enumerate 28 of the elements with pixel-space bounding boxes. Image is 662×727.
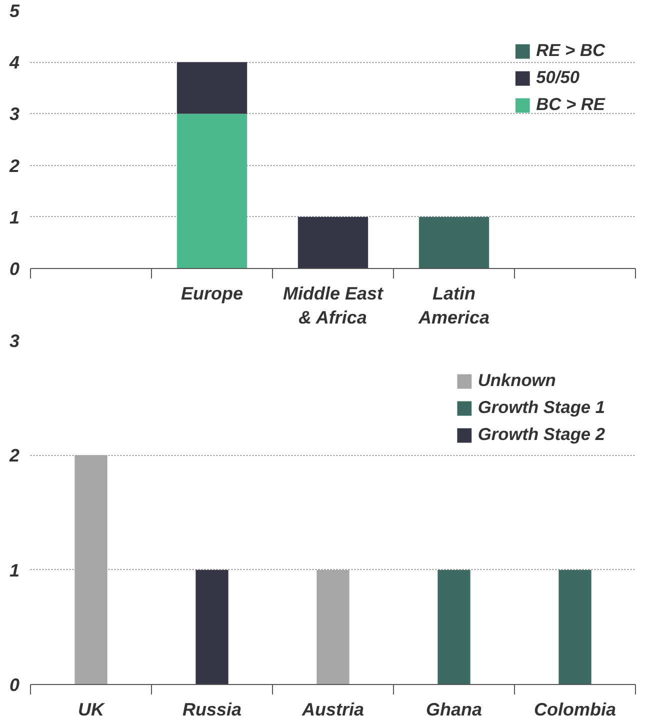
y-tick-label: 4	[8, 52, 20, 73]
bar	[298, 216, 368, 268]
legend-label: Growth Stage 1	[478, 397, 605, 418]
legend-label: 50/50	[536, 67, 580, 88]
x-tick-label: Austria	[300, 700, 364, 720]
x-tick-label: Colombia	[534, 700, 616, 720]
legend-label: RE > BC	[536, 40, 605, 61]
x-tick-label: Europe	[180, 284, 244, 304]
x-tick-label: UK	[78, 700, 106, 720]
y-tick-label: 2	[8, 446, 20, 466]
y-tick-label: 3	[9, 104, 20, 124]
legend-label: BC > RE	[536, 94, 605, 115]
y-tick-label: 1	[9, 560, 20, 580]
legend-label: Unknown	[478, 370, 556, 391]
y-tick-label: 0	[9, 675, 20, 695]
y-tick-label: 5	[9, 1, 20, 21]
x-tick-label: Middle East & Africa	[282, 284, 384, 328]
x-tick-label: Latin America	[417, 284, 490, 328]
bar	[176, 114, 248, 268]
bar	[176, 62, 248, 114]
y-tick-label: 3	[9, 331, 20, 351]
y-tick-label: 1	[9, 207, 20, 228]
x-tick-label: Ghana	[426, 700, 482, 720]
bar	[418, 216, 490, 268]
y-tick-label: 0	[9, 259, 20, 279]
y-tick-label: 2	[8, 156, 20, 176]
legend-label: Growth Stage 2	[478, 424, 605, 445]
x-tick-label: Russia	[182, 700, 242, 720]
